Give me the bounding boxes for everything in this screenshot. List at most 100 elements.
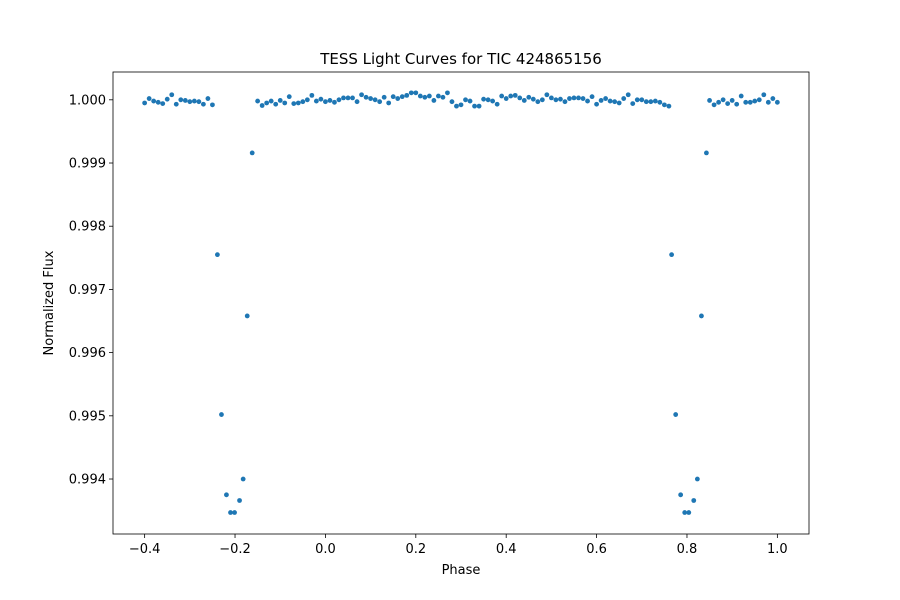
data-point — [743, 99, 749, 105]
data-point — [210, 102, 215, 108]
data-point — [205, 96, 211, 101]
data-point — [268, 98, 274, 104]
data-point — [327, 98, 333, 103]
x-tick-label: −0.4 — [129, 542, 161, 557]
y-tick-label: 0.996 — [69, 346, 106, 361]
data-point — [711, 102, 717, 108]
data-point — [372, 97, 378, 103]
y-tick-label: 1.000 — [69, 93, 106, 108]
data-point — [151, 98, 157, 104]
data-point — [224, 492, 229, 498]
chart-title: TESS Light Curves for TIC 424865156 — [319, 50, 602, 68]
data-point — [417, 93, 423, 99]
data-point — [669, 252, 675, 258]
data-point — [576, 95, 581, 101]
data-point — [255, 98, 261, 104]
data-point — [436, 93, 441, 99]
data-point — [318, 96, 324, 102]
data-point — [485, 97, 491, 103]
y-tick-label: 0.998 — [69, 220, 106, 235]
data-point — [558, 96, 563, 102]
axes-frame — [112, 71, 810, 535]
data-point — [240, 476, 246, 482]
data-point — [630, 101, 636, 107]
data-point — [200, 101, 206, 107]
data-point — [682, 510, 688, 515]
data-point — [332, 99, 337, 105]
data-point — [729, 98, 735, 103]
data-point — [526, 94, 532, 100]
data-point — [408, 90, 414, 96]
data-point — [164, 96, 170, 102]
data-point — [652, 98, 658, 104]
data-point — [413, 90, 419, 96]
y-axis-label: Normalized Flux — [42, 250, 57, 355]
x-tick-label: 0.0 — [315, 542, 336, 557]
data-point — [585, 98, 590, 104]
data-point — [508, 93, 514, 99]
data-point — [512, 92, 518, 98]
x-tick-label: 0.4 — [496, 542, 517, 557]
data-point — [603, 96, 609, 101]
data-point — [182, 98, 188, 103]
data-point — [449, 99, 455, 105]
x-tick-label: 0.6 — [586, 542, 607, 557]
data-point — [494, 101, 500, 107]
data-point — [454, 103, 459, 109]
data-point — [535, 99, 541, 105]
data-point — [716, 99, 722, 105]
data-point — [244, 313, 250, 319]
data-point — [607, 98, 613, 104]
x-axis-label: Phase — [442, 563, 481, 578]
data-point — [571, 95, 577, 101]
data-point — [377, 99, 383, 105]
data-point — [228, 510, 233, 515]
data-point — [616, 100, 622, 106]
data-point — [359, 92, 364, 98]
data-point — [657, 99, 663, 105]
x-tick-label: 0.8 — [677, 542, 698, 557]
data-point — [146, 96, 152, 101]
data-point — [503, 96, 509, 101]
data-point — [704, 150, 709, 156]
data-point — [594, 101, 599, 107]
data-point — [673, 412, 679, 417]
data-point — [350, 95, 355, 101]
data-point — [634, 97, 640, 103]
data-point — [313, 98, 319, 104]
data-point — [720, 97, 726, 103]
data-point — [562, 99, 568, 105]
data-point — [691, 498, 697, 503]
data-point — [621, 96, 627, 101]
data-point — [694, 476, 700, 482]
data-point — [530, 96, 536, 102]
data-point — [219, 412, 224, 417]
data-point — [544, 92, 550, 98]
y-tick-label: 0.994 — [69, 473, 106, 488]
data-point — [476, 103, 482, 109]
data-point — [752, 98, 758, 104]
data-point — [264, 100, 270, 106]
data-point — [178, 97, 184, 103]
data-point — [404, 92, 410, 98]
data-point — [686, 510, 692, 515]
data-point — [187, 99, 193, 105]
data-point — [589, 94, 595, 100]
data-point — [291, 101, 297, 107]
data-point — [249, 150, 255, 156]
y-tick-label: 0.997 — [69, 283, 106, 298]
data-point — [422, 94, 428, 100]
data-point — [774, 99, 780, 105]
data-point — [277, 98, 283, 103]
data-point — [445, 90, 450, 96]
data-point — [770, 96, 776, 101]
data-point — [678, 492, 684, 498]
x-tick-label: −0.2 — [219, 542, 251, 557]
data-point — [304, 97, 310, 103]
data-point — [323, 99, 328, 105]
data-point — [363, 94, 369, 100]
data-point — [440, 94, 446, 100]
data-point — [539, 97, 545, 103]
data-point — [521, 98, 527, 103]
data-point — [142, 100, 148, 106]
